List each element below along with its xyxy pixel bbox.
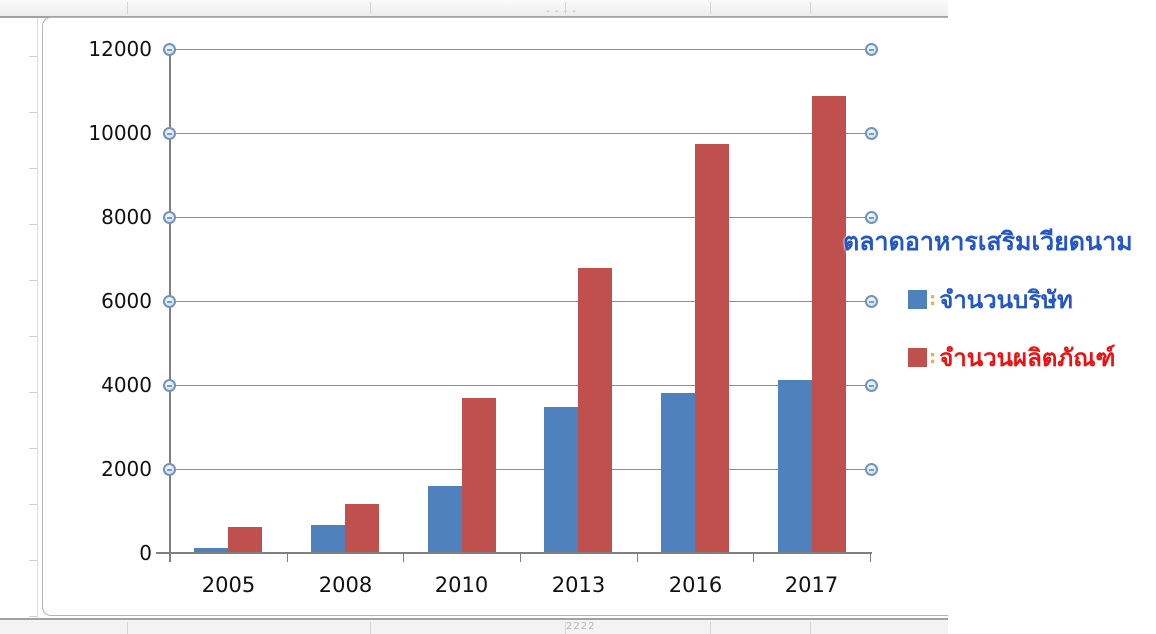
bar-2016-series0[interactable] [661,393,695,553]
column-gridline [37,18,38,618]
x-axis-label[interactable]: 2013 [551,573,606,597]
clipped-cell-text: - - - - [546,6,577,17]
cell-separator [710,2,711,14]
gridline-handle[interactable] [163,295,176,308]
x-axis-tick [403,554,404,562]
gridline-handle[interactable] [865,463,878,476]
y-axis-label[interactable]: 12000 [88,37,152,61]
bar-2013-series0[interactable] [544,407,578,553]
gridline-handle[interactable] [163,211,176,224]
x-axis[interactable] [156,552,872,554]
cell-separator [710,622,711,634]
row-gridline-tick [29,112,37,113]
x-axis-label[interactable]: 2017 [784,573,839,597]
gridline-handle[interactable] [865,211,878,224]
spreadsheet-top-row: - - - - [0,0,948,18]
x-axis-tick [753,554,754,562]
legend-label: จำนวนบริษัท [939,286,1073,314]
legend-separator: : [929,347,937,368]
gridline-handle[interactable] [163,379,176,392]
series-blue-swatch-icon [908,290,927,309]
cell-separator [810,2,811,14]
x-axis-label[interactable]: 2008 [318,573,373,597]
gridline-handle[interactable] [865,127,878,140]
bar-2016-series1[interactable] [695,144,729,553]
series-red-swatch-icon [908,348,927,367]
gridline-handle[interactable] [163,127,176,140]
gridline-handle[interactable] [163,463,176,476]
row-gridline-tick [29,56,37,57]
cell-separator [370,2,371,14]
legend-label: จำนวนผลิตภัณฑ์ [939,344,1116,372]
row-gridline-tick [29,504,37,505]
bar-2005-series1[interactable] [228,527,262,553]
x-axis-tick [170,554,171,562]
spreadsheet-bottom-row: 2222 [0,618,948,634]
gridline-handle[interactable] [163,43,176,56]
cell-separator [127,622,128,634]
gridline-handle[interactable] [865,379,878,392]
gridline[interactable] [170,301,870,302]
gridline[interactable] [170,49,870,50]
gridline-handle[interactable] [865,43,878,56]
row-gridline-tick [29,336,37,337]
legend-separator: : [929,289,937,310]
x-axis-tick [520,554,521,562]
x-axis-tick [870,554,871,562]
row-gridline-tick [29,224,37,225]
row-gridline-tick [29,616,37,617]
x-axis-label[interactable]: 2010 [434,573,489,597]
bar-2017-series1[interactable] [812,96,846,553]
gridline[interactable] [170,385,870,386]
legend-item-products[interactable]: : จำนวนผลิตภัณฑ์ [908,338,1115,377]
bar-2005-series0[interactable] [194,548,228,553]
x-axis-tick [287,554,288,562]
cell-separator [565,622,566,634]
cell-separator [810,622,811,634]
x-axis-tick [637,554,638,562]
spreadsheet-left-column [0,18,42,618]
cell-separator [370,622,371,634]
bar-2010-series0[interactable] [428,486,462,553]
row-gridline-tick [29,392,37,393]
y-axis-label[interactable]: 6000 [101,289,152,313]
row-gridline-tick [29,280,37,281]
x-axis-label[interactable]: 2005 [201,573,256,597]
bar-2013-series1[interactable] [578,268,612,553]
gridline[interactable] [170,133,870,134]
gridline[interactable] [170,469,870,470]
y-axis-label[interactable]: 2000 [101,457,152,481]
row-gridline-tick [29,448,37,449]
cell-separator [127,2,128,14]
clipped-cell-text: 2222 [566,621,596,632]
x-axis-label[interactable]: 2016 [668,573,723,597]
bar-2008-series0[interactable] [311,525,345,553]
y-axis-label[interactable]: 4000 [101,373,152,397]
row-gridline-tick [29,168,37,169]
bar-2008-series1[interactable] [345,504,379,553]
bar-2017-series0[interactable] [778,380,812,553]
cell-separator [565,2,566,14]
y-axis-label[interactable]: 10000 [88,121,152,145]
row-gridline-tick [29,560,37,561]
gridline[interactable] [170,217,870,218]
chart-title[interactable]: ตลาดอาหารเสริมเวียดนาม [843,227,1133,256]
legend-item-companies[interactable]: : จำนวนบริษัท [908,280,1073,319]
bar-2010-series1[interactable] [462,398,496,553]
y-axis-label[interactable]: 8000 [101,205,152,229]
y-axis-label[interactable]: 0 [139,541,152,565]
gridline-handle[interactable] [865,295,878,308]
